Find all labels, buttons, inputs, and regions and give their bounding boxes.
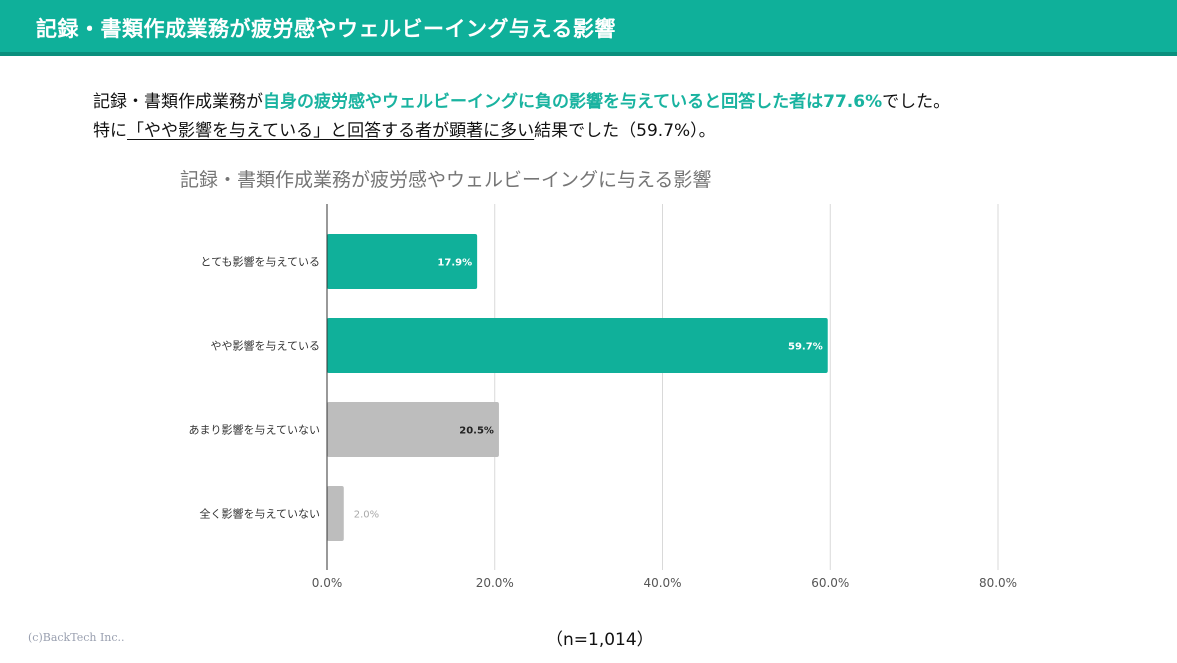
bar [327, 402, 499, 457]
data-label: 2.0% [354, 510, 379, 521]
sample-size-text: （n=1,014） [546, 630, 654, 650]
data-label: 17.9% [437, 258, 472, 269]
summary-line-1: 記録・書類作成業務が自身の疲労感やウェルビーイングに負の影響を与えていると回答し… [93, 88, 950, 117]
summary-line-2-suffix: 結果でした（59.7%）。 [534, 121, 716, 141]
x-tick-label: 80.0% [979, 576, 1017, 590]
summary-line-1-prefix: 記録・書類作成業務が [93, 92, 263, 112]
summary-underlined: 「やや影響を与えている」と回答する者が顕著に多い [127, 121, 535, 141]
page-title: 記録・書類作成業務が疲労感やウェルビーイング与える影響 [36, 17, 616, 41]
x-tick-label: 0.0% [312, 576, 343, 590]
summary-line-1-suffix: でした。 [882, 92, 951, 112]
summary-text: 記録・書類作成業務が自身の疲労感やウェルビーイングに負の影響を与えていると回答し… [93, 88, 950, 146]
data-label: 59.7% [788, 342, 823, 353]
summary-line-2: 特に「やや影響を与えている」と回答する者が顕著に多い結果でした（59.7%）。 [93, 117, 950, 146]
x-tick-label: 40.0% [643, 576, 681, 590]
x-tick-label: 60.0% [811, 576, 849, 590]
category-label: あまり影響を与えていない [189, 423, 320, 437]
data-label: 20.5% [459, 426, 494, 437]
header-banner: 記録・書類作成業務が疲労感やウェルビーイング与える影響 [0, 0, 1177, 56]
category-label: 全く影響を与えていない [200, 507, 320, 521]
category-label: とても影響を与えている [200, 255, 320, 269]
bar [327, 318, 828, 373]
copyright-text: (c)BackTech Inc.. [28, 631, 125, 644]
summary-highlight: 自身の疲労感やウェルビーイングに負の影響を与えていると回答した者は77.6% [263, 92, 883, 112]
bar [327, 486, 344, 541]
x-tick-label: 20.0% [476, 576, 514, 590]
bar [327, 234, 478, 289]
category-label: やや影響を与えている [211, 339, 320, 353]
chart-title: 記録・書類作成業務が疲労感やウェルビーイングに与える影響 [180, 169, 712, 191]
summary-line-2-prefix: 特に [93, 121, 127, 141]
